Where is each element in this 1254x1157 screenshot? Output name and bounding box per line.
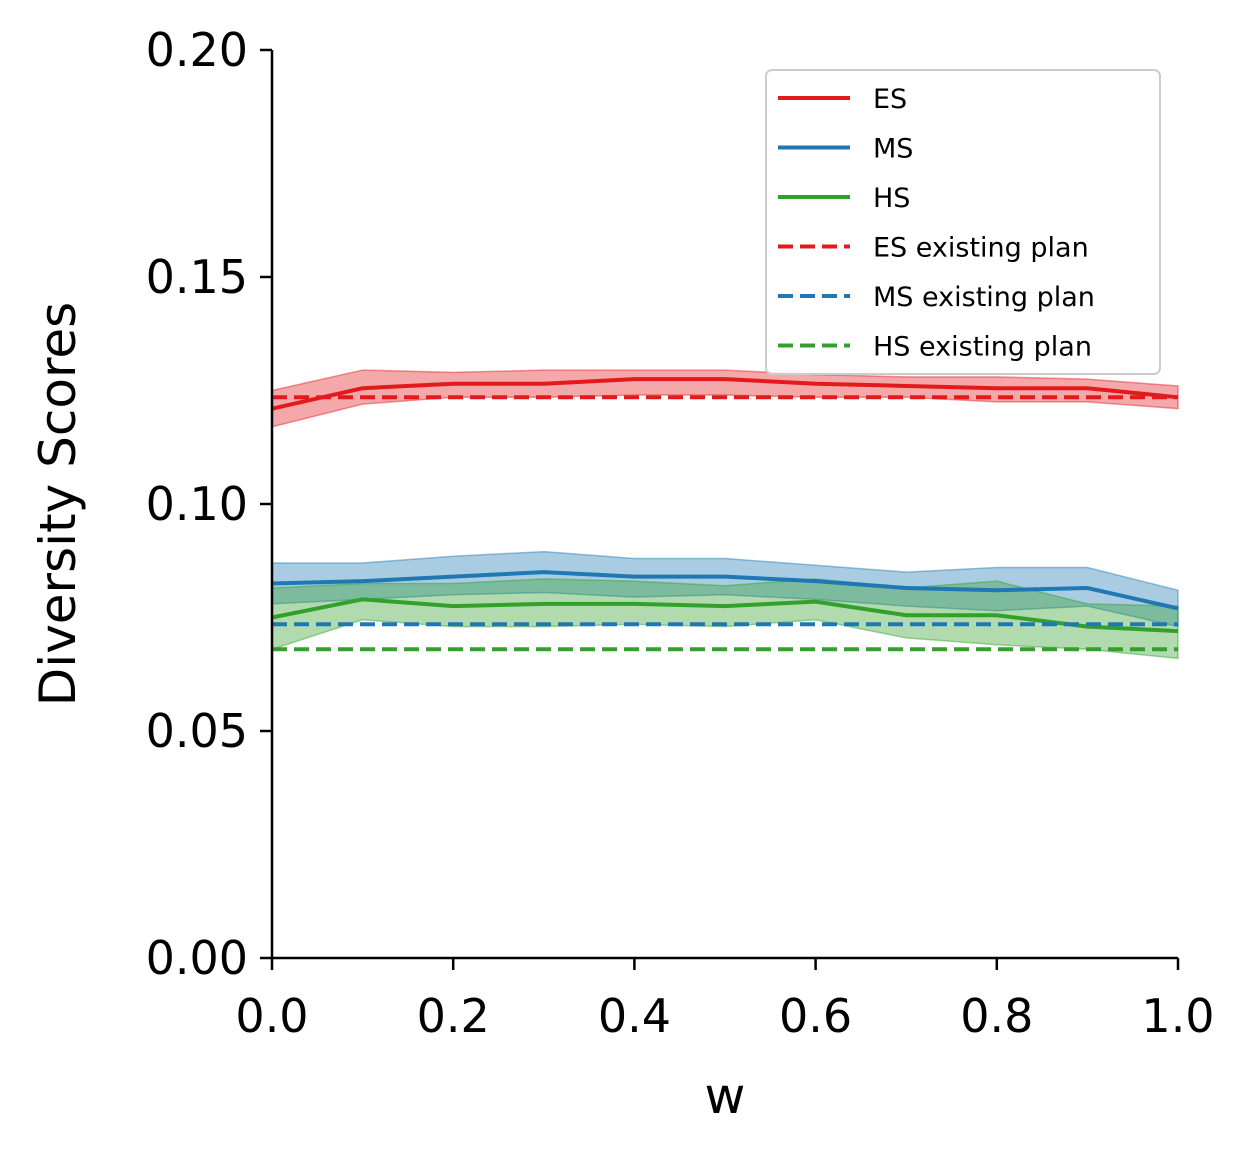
line-hs bbox=[271, 597, 1179, 634]
confidence-bands bbox=[271, 369, 1179, 660]
y-axis-title: Diversity Scores bbox=[29, 302, 87, 706]
x-tick-label: 0.6 bbox=[779, 989, 852, 1043]
x-tick-label: 0.8 bbox=[960, 989, 1033, 1043]
x-tick-label: 0.0 bbox=[235, 989, 308, 1043]
band-hs bbox=[271, 578, 1179, 660]
x-tick-label: 1.0 bbox=[1141, 989, 1214, 1043]
legend: ES MS HS ES existing plan MS existing plan HS… bbox=[765, 69, 1161, 375]
legend-label-ms-existing-plan: MS existing plan bbox=[873, 282, 1095, 313]
band-ms bbox=[271, 550, 1179, 628]
series-lines bbox=[271, 377, 1179, 652]
legend-label-es-existing-plan: ES existing plan bbox=[873, 233, 1089, 264]
legend-label-hs-existing-plan: HS existing plan bbox=[873, 332, 1092, 363]
y-tick-label: 0.15 bbox=[146, 250, 248, 304]
y-tick-label: 0.10 bbox=[146, 477, 248, 531]
x-tick-label: 0.2 bbox=[417, 989, 490, 1043]
y-tick-label: 0.00 bbox=[146, 931, 248, 985]
y-tick-label: 0.05 bbox=[146, 704, 248, 758]
legend-label-ms: MS bbox=[873, 134, 913, 165]
line-ms bbox=[271, 570, 1179, 611]
y-tick-label: 0.20 bbox=[146, 23, 248, 77]
y-ticks: 0.00 0.05 0.10 0.15 0.20 bbox=[146, 23, 272, 985]
x-axis-title: w bbox=[705, 1067, 746, 1125]
legend-frame bbox=[765, 69, 1161, 375]
x-tick-label: 0.4 bbox=[598, 989, 671, 1043]
x-ticks: 0.0 0.2 0.4 0.6 0.8 1.0 bbox=[235, 958, 1215, 1043]
line-es bbox=[271, 377, 1179, 411]
legend-label-hs: HS bbox=[873, 183, 910, 214]
legend-label-es: ES bbox=[873, 84, 907, 115]
